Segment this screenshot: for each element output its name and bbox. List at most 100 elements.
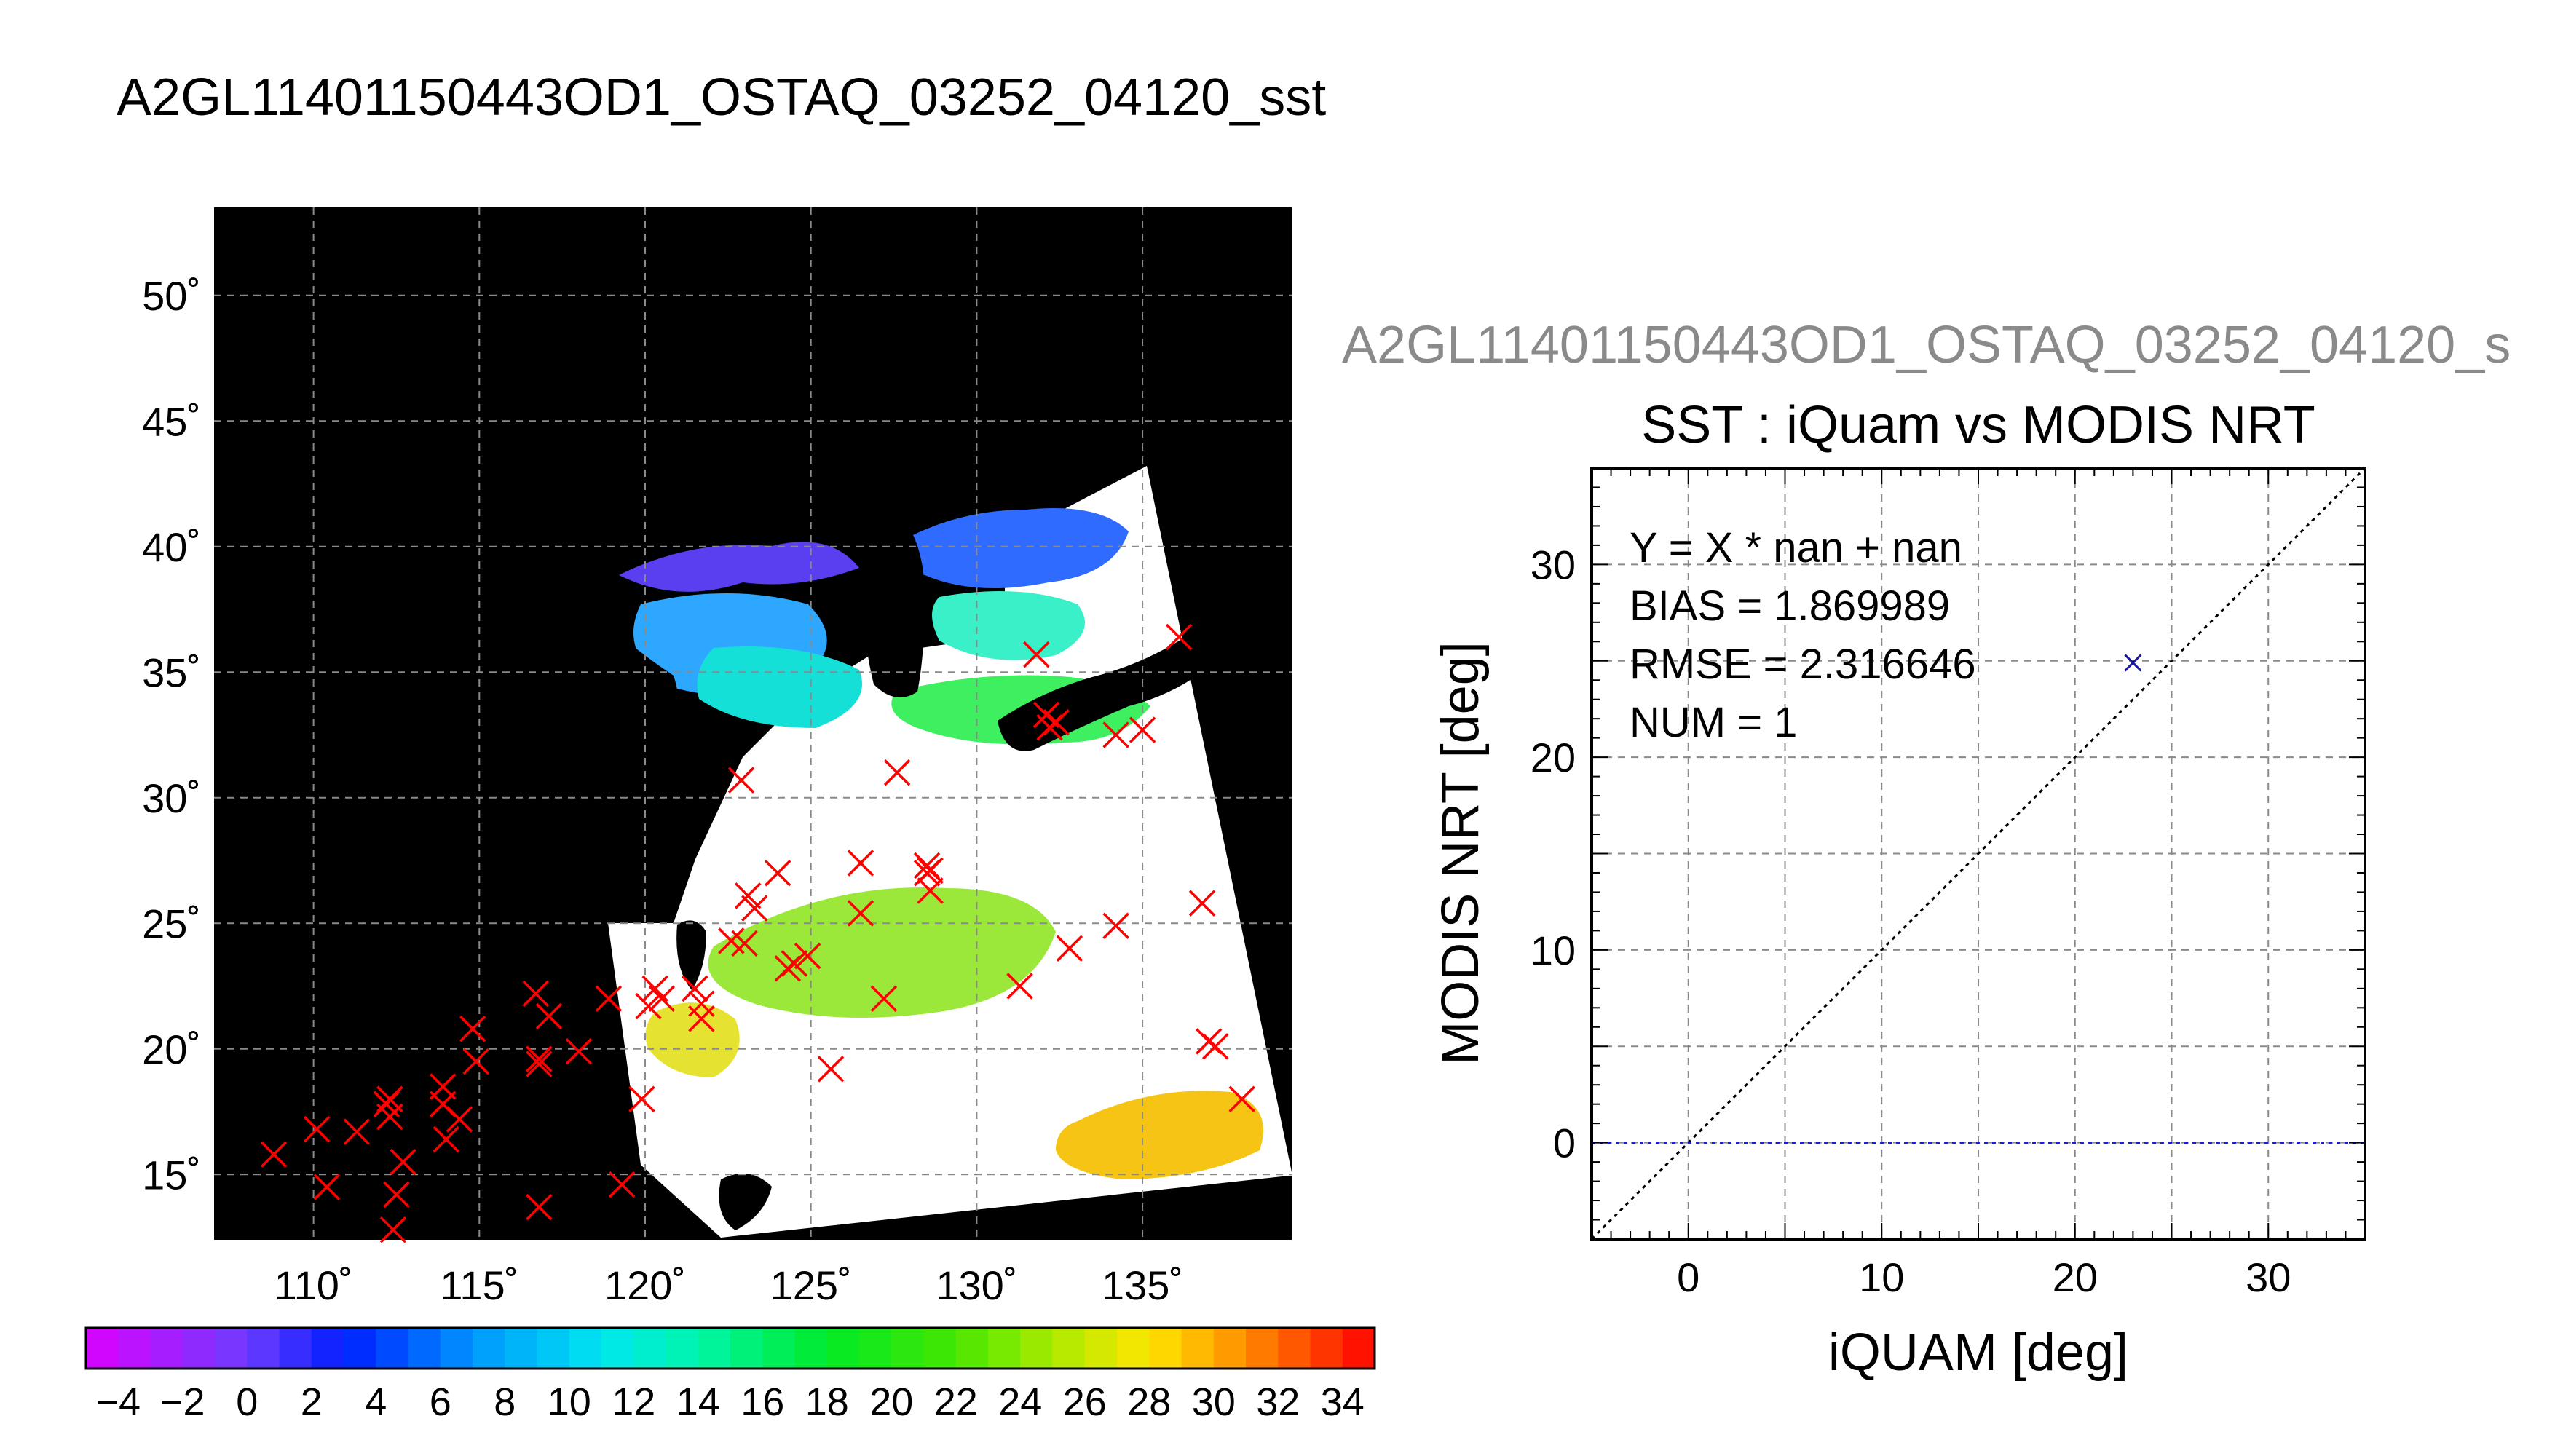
colorbar-tick-label: −4 bbox=[95, 1380, 141, 1424]
colorbar-cell bbox=[118, 1328, 151, 1369]
colorbar-cell bbox=[440, 1328, 473, 1369]
scatter-point bbox=[2124, 654, 2142, 672]
colorbar-tick-labels: −4 −2 0 2 4 6 8 10 12 14 16 18 20 22 24 26 28 30 32 34 bbox=[95, 1380, 1364, 1424]
map-marker bbox=[595, 985, 623, 1013]
colorbar-cell bbox=[955, 1328, 989, 1369]
map-marker-stroke bbox=[522, 980, 549, 1008]
sst-band-orange bbox=[1056, 1091, 1263, 1179]
colorbar-cell bbox=[794, 1328, 828, 1369]
map-marker-stroke bbox=[313, 1174, 341, 1200]
scatter-suptitle: A2GL11401150443OD1_OSTAQ_03252_04120_s bbox=[1342, 316, 2511, 374]
scatter-x-tick-label: 20 bbox=[2053, 1254, 2098, 1300]
map-y-tick-label: 15˚ bbox=[142, 1152, 201, 1198]
colorbar-tick-label: 28 bbox=[1127, 1380, 1171, 1424]
colorbar-tick-label: 32 bbox=[1256, 1380, 1300, 1424]
map-marker-stroke bbox=[913, 860, 941, 887]
colorbar-cell bbox=[1310, 1328, 1343, 1369]
map-marker-stroke bbox=[390, 1148, 416, 1176]
map-marker bbox=[313, 1174, 341, 1200]
colorbar-tick-label: 6 bbox=[430, 1380, 451, 1424]
colorbar-cell bbox=[633, 1328, 667, 1369]
map-marker-stroke bbox=[1202, 1033, 1229, 1060]
map-marker bbox=[522, 980, 549, 1008]
map-marker-stroke bbox=[883, 759, 911, 786]
colorbar-cells bbox=[86, 1328, 1375, 1369]
map-marker bbox=[1102, 912, 1129, 939]
annotation-rmse: RMSE = 2.316646 bbox=[1630, 641, 1976, 688]
map-marker bbox=[379, 1216, 407, 1243]
map-x-tick-label: 115˚ bbox=[440, 1262, 518, 1308]
map-marker bbox=[462, 1048, 489, 1075]
map-marker bbox=[847, 850, 874, 877]
colorbar-cell bbox=[247, 1328, 280, 1369]
colorbar-cell bbox=[150, 1328, 183, 1369]
map-marker-stroke bbox=[731, 930, 758, 957]
map-marker-stroke bbox=[1129, 716, 1156, 743]
map-marker-stroke bbox=[526, 1051, 553, 1077]
map-marker-stroke bbox=[429, 1091, 457, 1117]
map-marker bbox=[794, 942, 821, 970]
sst-band-yellow bbox=[645, 1002, 740, 1077]
map-marker-stroke bbox=[817, 1056, 845, 1083]
map-marker-stroke bbox=[526, 1045, 553, 1072]
map-marker-stroke bbox=[688, 1005, 715, 1032]
map-y-tick-label: 35˚ bbox=[142, 649, 201, 695]
colorbar-tick-label: 18 bbox=[805, 1380, 849, 1424]
colorbar-tick-label: 8 bbox=[494, 1380, 516, 1424]
map-marker-stroke bbox=[870, 985, 898, 1013]
map-marker bbox=[741, 895, 768, 922]
colorbar-cell bbox=[730, 1328, 763, 1369]
colorbar-tick-label: 4 bbox=[365, 1380, 387, 1424]
map-y-tick-label: 25˚ bbox=[142, 901, 201, 946]
map-marker bbox=[1129, 716, 1156, 743]
map-marker bbox=[764, 860, 791, 887]
colorbar-cell bbox=[698, 1328, 731, 1369]
sst-band-cold bbox=[619, 542, 859, 592]
scatter-y-tick-label: 30 bbox=[1531, 542, 1576, 587]
colorbar-cell bbox=[505, 1328, 538, 1369]
map-marker bbox=[1006, 973, 1033, 1000]
map-marker bbox=[526, 1193, 553, 1221]
colorbar-tick-label: 20 bbox=[869, 1380, 913, 1424]
scatter-x-tick-label: 0 bbox=[1677, 1254, 1699, 1300]
map-marker-stroke bbox=[847, 900, 874, 927]
colorbar-cell bbox=[891, 1328, 925, 1369]
map-marker-stroke bbox=[794, 942, 821, 970]
colorbar-cell bbox=[1117, 1328, 1150, 1369]
colorbar-cell bbox=[1278, 1328, 1311, 1369]
land-korea bbox=[864, 510, 925, 697]
map-marker bbox=[459, 1015, 486, 1042]
map-marker-stroke bbox=[1102, 721, 1129, 748]
map-marker bbox=[688, 1005, 715, 1032]
map-marker bbox=[608, 1171, 636, 1198]
map-marker bbox=[1165, 623, 1193, 651]
colorbar-cell bbox=[279, 1328, 312, 1369]
map-x-tick-label: 125˚ bbox=[770, 1262, 852, 1308]
map-marker bbox=[390, 1148, 416, 1176]
map-marker-stroke bbox=[635, 992, 662, 1020]
scatter-y-axis-label: MODIS NRT [deg] bbox=[1431, 641, 1490, 1065]
colorbar-cell bbox=[923, 1328, 957, 1369]
map-marker-stroke bbox=[1188, 890, 1216, 917]
sst-band-blue bbox=[880, 508, 1129, 588]
scatter-grid bbox=[1592, 468, 2365, 1239]
colorbar-cell bbox=[344, 1328, 376, 1369]
map-marker bbox=[565, 1038, 593, 1065]
colorbar-cell bbox=[215, 1328, 248, 1369]
scatter-plot: 0 10 20 30 0 10 20 30 Y = X * nan + nan BIAS =… bbox=[1431, 467, 2366, 1382]
colorbar-cell bbox=[1246, 1328, 1279, 1369]
colorbar-cell bbox=[826, 1328, 860, 1369]
colorbar-frame bbox=[84, 1326, 1376, 1370]
map-marker bbox=[260, 1141, 288, 1168]
colorbar-cell bbox=[537, 1328, 570, 1369]
colorbar-tick-label: 2 bbox=[301, 1380, 323, 1424]
map-marker bbox=[303, 1115, 331, 1143]
colorbar-cell bbox=[1084, 1328, 1118, 1369]
map-marker bbox=[535, 1002, 563, 1030]
map-marker-stroke bbox=[446, 1106, 473, 1133]
colorbar-cell bbox=[376, 1328, 409, 1369]
map-marker bbox=[1043, 709, 1070, 736]
coast-island bbox=[719, 1174, 772, 1230]
colorbar-tick-label: 12 bbox=[612, 1380, 655, 1424]
